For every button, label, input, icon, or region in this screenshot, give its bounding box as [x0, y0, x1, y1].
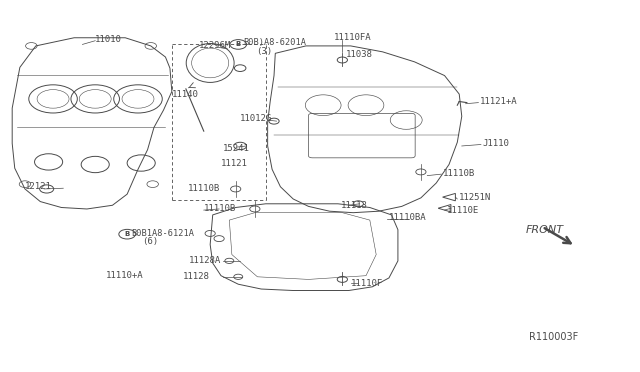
- Text: (6): (6): [143, 237, 159, 246]
- Text: 11010: 11010: [95, 35, 122, 44]
- Text: 12296M: 12296M: [198, 41, 231, 51]
- Text: J1110: J1110: [483, 139, 509, 148]
- Text: (3): (3): [256, 47, 272, 56]
- Text: 11128A: 11128A: [189, 256, 221, 265]
- Text: 11110FA: 11110FA: [334, 33, 372, 42]
- Text: 11140: 11140: [172, 90, 198, 99]
- Text: 11110F: 11110F: [351, 279, 383, 288]
- Text: 11251N: 11251N: [460, 193, 492, 202]
- Text: 11110B: 11110B: [188, 185, 220, 193]
- Text: 15241: 15241: [223, 144, 250, 153]
- Text: 11110BA: 11110BA: [389, 213, 427, 222]
- Text: 11110+A: 11110+A: [106, 271, 144, 280]
- Text: B: B: [236, 41, 241, 47]
- Text: B0B)A8-6201A: B0B)A8-6201A: [243, 38, 307, 47]
- Text: 11121+A: 11121+A: [479, 97, 517, 106]
- Text: 11110E: 11110E: [447, 206, 479, 215]
- Text: 11038: 11038: [346, 50, 372, 59]
- Text: FRONT: FRONT: [525, 225, 564, 235]
- Text: B0B1A8-6121A: B0B1A8-6121A: [132, 229, 195, 238]
- Text: 11128: 11128: [182, 272, 209, 281]
- Text: 11113: 11113: [341, 201, 368, 210]
- Text: 11012G: 11012G: [240, 114, 273, 123]
- Text: 11121: 11121: [221, 158, 248, 167]
- Text: R110003F: R110003F: [529, 332, 579, 342]
- Text: B: B: [125, 231, 130, 237]
- Text: 12121: 12121: [25, 182, 52, 191]
- Text: 11110B: 11110B: [443, 169, 475, 177]
- Text: 11110B: 11110B: [204, 205, 236, 214]
